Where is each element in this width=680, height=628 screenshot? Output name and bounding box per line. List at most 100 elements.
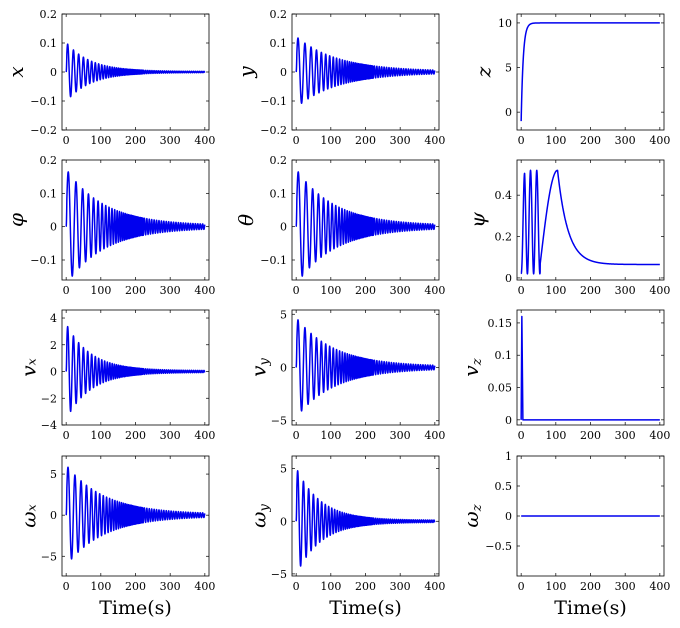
x-tick-label: 400: [424, 134, 445, 147]
series-line-y: [295, 37, 436, 104]
x-tick-label: 0: [63, 580, 70, 593]
x-tick-label: 300: [160, 429, 181, 442]
x-tick-label: 300: [615, 134, 636, 147]
y-tick-label: 5: [50, 468, 57, 481]
x-tick-label: 300: [615, 429, 636, 442]
y-tick-label: −0.5: [485, 540, 512, 553]
x-tick-label: 300: [390, 284, 411, 297]
series-line-wx: [65, 466, 206, 560]
y-tick-label: 0.1: [270, 187, 288, 200]
y-tick-label: 0.4: [495, 189, 513, 202]
y-tick-label: 10: [498, 17, 512, 30]
series-line-theta: [295, 171, 436, 277]
series-line-vy: [295, 319, 436, 412]
y-tick-label: −0.1: [30, 254, 57, 267]
x-tick-label: 100: [545, 284, 566, 297]
y-tick-label: 0: [505, 414, 512, 427]
subplot-vz: 0 100 200 300 400 0 0.05 0.1 0.15 vz: [459, 309, 670, 442]
subplot-y: 0 100 200 300 400 −0.2 −0.1 0 0.1 0.2 y: [234, 8, 446, 147]
y-tick-label: 0: [50, 366, 57, 379]
y-tick-label: −5: [41, 550, 57, 563]
x-tick-label: 100: [90, 284, 111, 297]
y-tick-label: 0.05: [488, 382, 513, 395]
y-tick-label: 0.2: [40, 154, 58, 167]
series-line-phi: [65, 171, 206, 277]
x-axis-label: Time(s): [99, 597, 172, 619]
x-tick-label: 400: [649, 284, 670, 297]
y-tick-label: −2: [41, 392, 57, 405]
subplot-x: 0 100 200 300 400 −0.2 −0.1 0 0.1 0.2 x: [4, 8, 216, 147]
subplot-wz: 0 100 200 300 400 −0.5 0 0.5 1 ωz Time(s): [459, 450, 671, 619]
subplot-theta: 0 100 200 300 400 −0.1 0 0.1 0.2 θ: [234, 154, 446, 297]
x-tick-label: 100: [90, 429, 111, 442]
x-tick-label: 200: [355, 580, 376, 593]
x-tick-label: 400: [424, 429, 445, 442]
y-axis-label-wz: ωz: [459, 504, 485, 527]
x-tick-label: 100: [545, 134, 566, 147]
x-tick-label: 0: [63, 134, 70, 147]
y-tick-label: 0: [280, 362, 287, 375]
subplot-vx: 0 100 200 300 400 −4 −2 0 2 4 vₓ: [16, 309, 215, 442]
x-tick-label: 100: [545, 429, 566, 442]
x-tick-label: 0: [293, 134, 300, 147]
y-tick-label: 0.2: [270, 154, 288, 167]
x-tick-label: 100: [90, 580, 111, 593]
y-tick-label: 0.1: [270, 37, 288, 50]
y-axis-label-vz: vz: [459, 358, 485, 376]
series-line-psi: [520, 169, 661, 275]
x-tick-label: 200: [125, 134, 146, 147]
y-axis-label-vy: vy: [246, 358, 272, 377]
y-tick-label: 2: [50, 339, 57, 352]
x-tick-label: 400: [424, 580, 445, 593]
x-tick-label: 0: [293, 284, 300, 297]
x-tick-label: 200: [580, 429, 601, 442]
x-tick-label: 0: [518, 429, 525, 442]
y-tick-label: 0.5: [495, 480, 513, 493]
x-tick-label: 400: [194, 580, 215, 593]
x-tick-label: 300: [390, 580, 411, 593]
subplot-z: 0 100 200 300 400 0 5 10 z: [471, 13, 670, 147]
y-tick-label: 0: [280, 66, 287, 79]
y-tick-label: 0: [280, 221, 287, 234]
y-tick-label: −5: [271, 415, 287, 428]
y-tick-label: 0.15: [488, 317, 513, 330]
x-tick-label: 0: [293, 429, 300, 442]
y-tick-label: 0: [505, 106, 512, 119]
y-tick-label: 0.1: [40, 37, 58, 50]
plot-frame: [516, 309, 665, 426]
x-tick-label: 400: [194, 134, 215, 147]
y-axis-label-wy: ωy: [246, 504, 272, 528]
plot-frame: [516, 13, 665, 131]
x-tick-label: 200: [125, 429, 146, 442]
y-tick-label: 5: [505, 62, 512, 75]
y-axis-label-wx: ωₓ: [16, 504, 40, 527]
y-tick-label: −5: [271, 568, 287, 581]
subplot-wx: 0 100 200 300 400 −5 0 5 ωₓ Time(s): [16, 455, 215, 619]
series-line-x: [65, 43, 206, 98]
y-tick-label: 0: [280, 515, 287, 528]
y-tick-label: 5: [280, 308, 287, 321]
x-axis-label: Time(s): [554, 597, 627, 619]
y-tick-label: −4: [41, 419, 57, 432]
x-tick-label: 300: [615, 284, 636, 297]
y-axis-label-psi: ψ: [465, 212, 489, 228]
x-tick-label: 100: [545, 580, 566, 593]
x-tick-label: 400: [649, 134, 670, 147]
y-axis-label-x: x: [4, 66, 28, 77]
y-tick-label: −0.1: [260, 254, 287, 267]
x-tick-label: 100: [320, 284, 341, 297]
x-tick-label: 300: [160, 580, 181, 593]
y-tick-label: 0: [505, 272, 512, 285]
subplot-vy: 0 100 200 300 400 −5 0 5 vy: [246, 308, 445, 442]
y-tick-label: 0.1: [40, 187, 58, 200]
x-tick-label: 300: [160, 284, 181, 297]
y-tick-label: 0: [50, 509, 57, 522]
x-tick-label: 400: [194, 284, 215, 297]
x-tick-label: 100: [90, 134, 111, 147]
y-tick-label: 4: [50, 312, 57, 325]
x-tick-label: 400: [194, 429, 215, 442]
series-line-vx: [65, 325, 206, 413]
x-tick-label: 200: [355, 284, 376, 297]
y-tick-label: 0.2: [495, 231, 513, 244]
